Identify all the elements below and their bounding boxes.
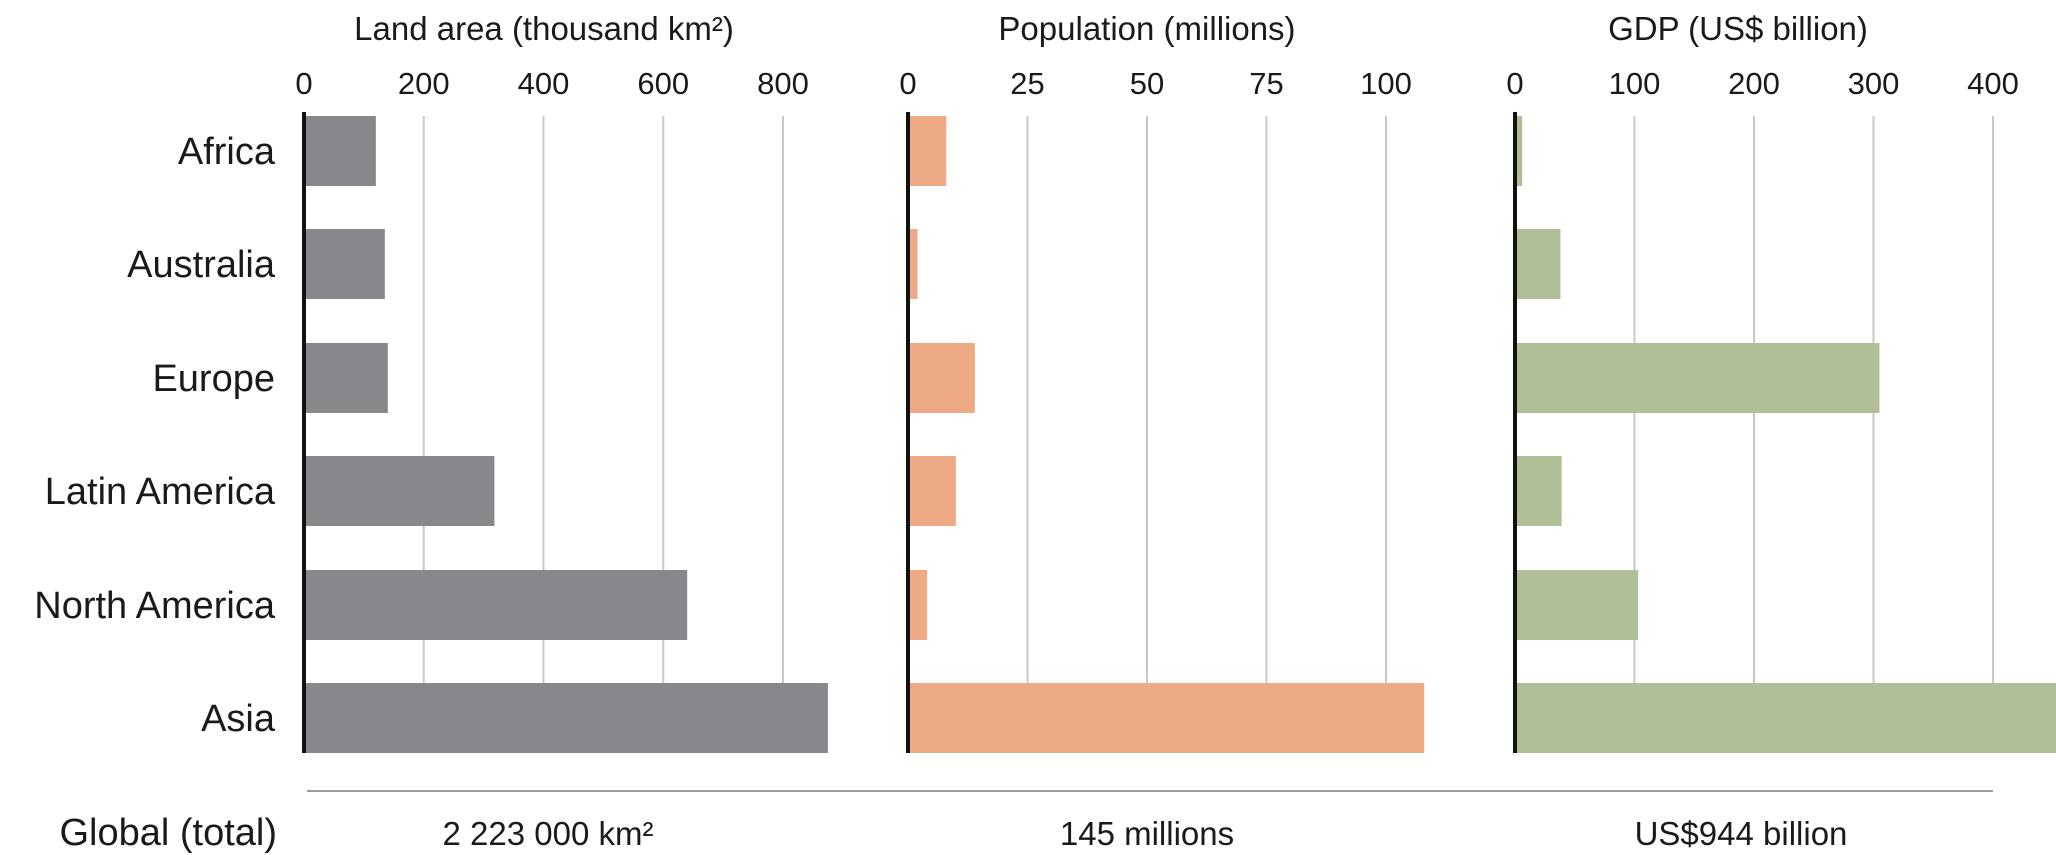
bar-africa	[304, 116, 376, 186]
bar-europe	[1515, 343, 1880, 413]
bar-europe	[908, 343, 975, 413]
bar-australia	[1515, 229, 1561, 299]
bar-latin-america	[1515, 456, 1562, 526]
category-label: Africa	[178, 131, 276, 173]
tick-label: 400	[1967, 66, 2019, 101]
tick-label: 75	[1249, 66, 1283, 101]
bar-latin-america	[908, 456, 956, 526]
category-label: Australia	[127, 244, 276, 286]
tick-label: 600	[637, 66, 689, 101]
global-total-label: Global (total)	[59, 812, 277, 854]
category-label: Latin America	[45, 471, 276, 513]
tick-label: 800	[757, 66, 809, 101]
global-total-value: 145 millions	[1060, 815, 1234, 852]
panel-title: GDP (US$ billion)	[1608, 10, 1868, 47]
tick-label: 400	[518, 66, 570, 101]
category-label: Asia	[201, 698, 276, 740]
bar-africa	[908, 116, 947, 186]
bar-north-america	[304, 570, 688, 640]
tick-label: 25	[1010, 66, 1044, 101]
panel-title: Population (millions)	[998, 10, 1295, 47]
global-total-value: 2 223 000 km²	[443, 815, 654, 852]
global-total-value: US$944 billion	[1635, 815, 1848, 852]
tick-label: 300	[1848, 66, 1900, 101]
tick-label: 100	[1609, 66, 1661, 101]
bar-asia	[908, 683, 1425, 753]
bar-australia	[908, 229, 918, 299]
tick-label: 200	[1728, 66, 1780, 101]
category-label: North America	[34, 585, 276, 627]
tick-label: 0	[899, 66, 916, 101]
bar-asia	[304, 683, 828, 753]
bar-australia	[304, 229, 385, 299]
bar-asia	[1515, 683, 2056, 753]
tick-label: 0	[295, 66, 312, 101]
tick-label: 0	[1506, 66, 1523, 101]
bar-europe	[304, 343, 388, 413]
bar-north-america	[908, 570, 928, 640]
bar-north-america	[1515, 570, 1639, 640]
tick-label: 50	[1130, 66, 1164, 101]
category-label: Europe	[152, 358, 275, 400]
bar-africa	[1515, 116, 1523, 186]
panel-title: Land area (thousand km²)	[354, 10, 734, 47]
tick-label: 100	[1360, 66, 1412, 101]
tick-label: 200	[398, 66, 450, 101]
bar-latin-america	[304, 456, 495, 526]
